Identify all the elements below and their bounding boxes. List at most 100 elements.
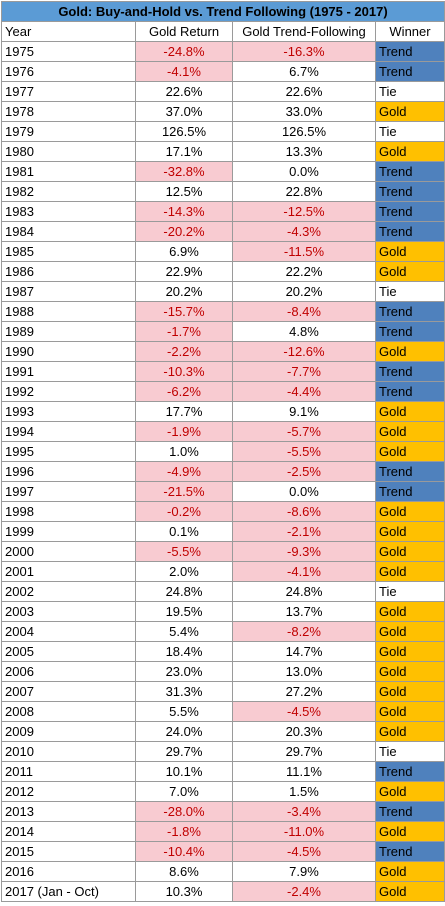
winner-cell: Trend [375,381,445,402]
trend-following-cell: 27.2% [232,681,376,702]
winner-cell: Trend [375,801,445,822]
header-year: Year [1,21,136,42]
year-cell: 1981 [1,161,136,182]
year-cell: 2010 [1,741,136,762]
table-row: 2008 5.5% -4.5% Gold [1,701,445,722]
table-row: 1980 17.1% 13.3% Gold [1,141,445,162]
year-cell: 1986 [1,261,136,282]
winner-cell: Trend [375,761,445,782]
gold-return-cell: 126.5% [135,121,233,142]
year-cell: 1999 [1,521,136,542]
gold-return-cell: 22.6% [135,81,233,102]
winner-cell: Tie [375,741,445,762]
winner-cell: Gold [375,241,445,262]
year-cell: 2005 [1,641,136,662]
winner-cell: Trend [375,481,445,502]
winner-cell: Trend [375,461,445,482]
trend-following-cell: -4.3% [232,221,376,242]
gold-return-cell: 20.2% [135,281,233,302]
winner-cell: Trend [375,201,445,222]
year-cell: 2012 [1,781,136,802]
year-cell: 2017 (Jan - Oct) [1,881,136,902]
winner-cell: Gold [375,541,445,562]
winner-cell: Trend [375,221,445,242]
table-row: 1989 -1.7% 4.8% Trend [1,321,445,342]
table-row: 1990 -2.2% -12.6% Gold [1,341,445,362]
table-row: 1977 22.6% 22.6% Tie [1,81,445,102]
winner-cell: Trend [375,41,445,62]
winner-cell: Trend [375,181,445,202]
year-cell: 2002 [1,581,136,602]
year-cell: 1998 [1,501,136,522]
winner-cell: Gold [375,721,445,742]
year-cell: 1983 [1,201,136,222]
gold-return-cell: 6.9% [135,241,233,262]
table-row: 1998 -0.2% -8.6% Gold [1,501,445,522]
table-row: 2014 -1.8% -11.0% Gold [1,821,445,842]
table-row: 1976 -4.1% 6.7% Trend [1,61,445,82]
trend-following-cell: -4.5% [232,841,376,862]
trend-following-cell: 13.3% [232,141,376,162]
table-row: 2011 10.1% 11.1% Trend [1,761,445,782]
header-gold-return: Gold Return [135,21,233,42]
table-row: 2017 (Jan - Oct) 10.3% -2.4% Gold [1,881,445,902]
trend-following-cell: 4.8% [232,321,376,342]
year-cell: 1987 [1,281,136,302]
year-cell: 1996 [1,461,136,482]
trend-following-cell: -7.7% [232,361,376,382]
table-row: 1985 6.9% -11.5% Gold [1,241,445,262]
table-row: 1996 -4.9% -2.5% Trend [1,461,445,482]
winner-cell: Gold [375,621,445,642]
trend-following-cell: -8.2% [232,621,376,642]
winner-cell: Trend [375,841,445,862]
trend-following-cell: -4.4% [232,381,376,402]
table-row: 2004 5.4% -8.2% Gold [1,621,445,642]
gold-return-cell: -10.3% [135,361,233,382]
table-row: 1999 0.1% -2.1% Gold [1,521,445,542]
year-cell: 1989 [1,321,136,342]
trend-following-cell: 11.1% [232,761,376,782]
year-cell: 1995 [1,441,136,462]
winner-cell: Gold [375,101,445,122]
winner-cell: Gold [375,861,445,882]
winner-cell: Gold [375,141,445,162]
gold-return-cell: 17.7% [135,401,233,422]
trend-following-cell: -12.5% [232,201,376,222]
trend-following-cell: 6.7% [232,61,376,82]
trend-following-cell: -2.1% [232,521,376,542]
gold-return-cell: -10.4% [135,841,233,862]
table-row: 2010 29.7% 29.7% Tie [1,741,445,762]
trend-following-cell: 13.0% [232,661,376,682]
trend-following-cell: -4.5% [232,701,376,722]
winner-cell: Gold [375,341,445,362]
trend-following-cell: 22.8% [232,181,376,202]
trend-following-cell: -2.5% [232,461,376,482]
winner-cell: Trend [375,321,445,342]
column-header-row: Year Gold Return Gold Trend-Following Wi… [1,21,445,42]
gold-return-cell: 5.5% [135,701,233,722]
winner-cell: Gold [375,781,445,802]
winner-cell: Gold [375,261,445,282]
table-row: 2016 8.6% 7.9% Gold [1,861,445,882]
trend-following-cell: -5.5% [232,441,376,462]
trend-following-cell: 126.5% [232,121,376,142]
year-cell: 1991 [1,361,136,382]
trend-following-cell: 20.3% [232,721,376,742]
winner-cell: Gold [375,561,445,582]
year-cell: 1976 [1,61,136,82]
gold-return-cell: 7.0% [135,781,233,802]
year-cell: 1992 [1,381,136,402]
winner-cell: Gold [375,501,445,522]
winner-cell: Trend [375,361,445,382]
winner-cell: Gold [375,681,445,702]
header-trend-following: Gold Trend-Following [232,21,376,42]
winner-cell: Gold [375,441,445,462]
gold-return-cell: 19.5% [135,601,233,622]
gold-return-cell: 10.1% [135,761,233,782]
year-cell: 1984 [1,221,136,242]
year-cell: 1990 [1,341,136,362]
gold-return-cell: 18.4% [135,641,233,662]
gold-return-cell: 10.3% [135,881,233,902]
gold-return-cell: 12.5% [135,181,233,202]
